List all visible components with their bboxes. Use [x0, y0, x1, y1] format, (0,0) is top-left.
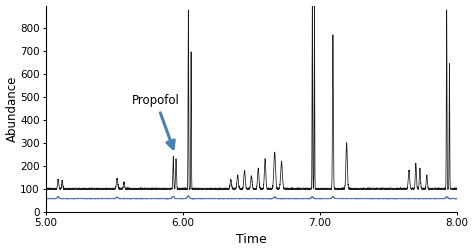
Text: Propofol: Propofol [132, 94, 180, 149]
Y-axis label: Abundance: Abundance [6, 75, 18, 142]
X-axis label: Time: Time [236, 233, 267, 246]
